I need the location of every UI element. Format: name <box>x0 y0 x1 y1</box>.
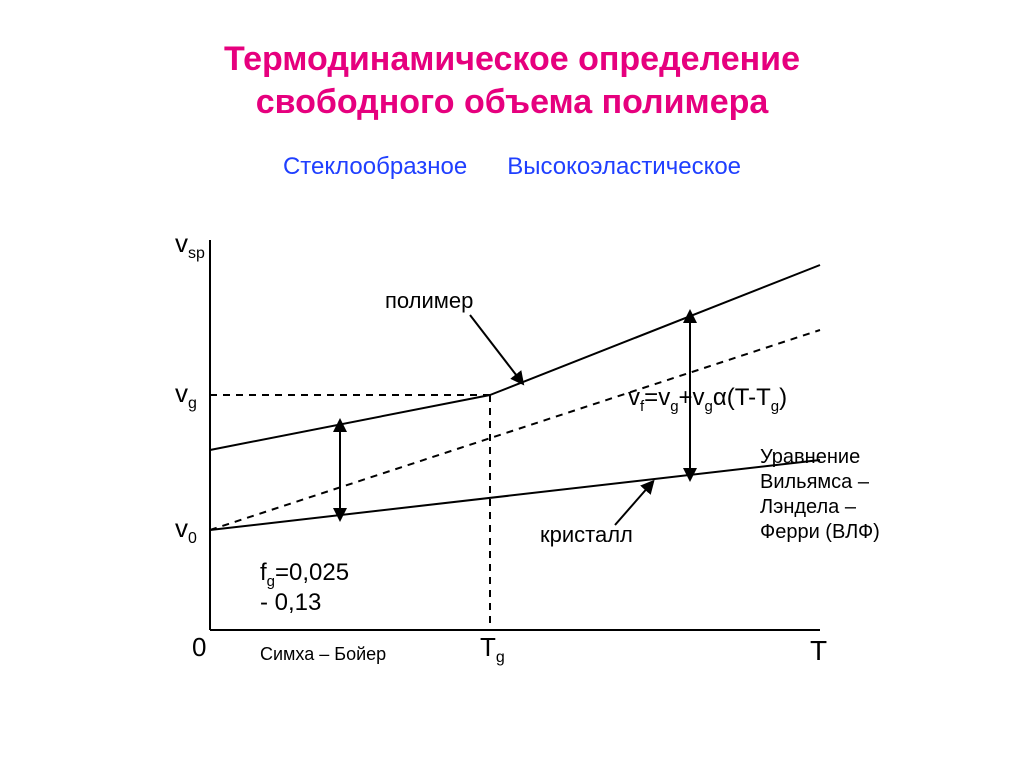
y-tick-vg: vg <box>175 378 197 412</box>
crystal-label-arrow <box>615 485 650 525</box>
fg-value-line1: fg=0,025 <box>260 559 349 590</box>
y-tick-v0: v0 <box>175 513 197 547</box>
wlf-note: Уравнение Вильямса – Лэндела – Ферри (ВЛ… <box>760 445 880 545</box>
polymer-glass-line <box>210 395 490 450</box>
main-title: Термодинамическое определение свободного… <box>0 0 1024 123</box>
title-line2: свободного объема полимера <box>256 83 769 121</box>
polymer-label-arrow <box>470 315 520 380</box>
crystal-label: кристалл <box>540 522 633 547</box>
dashed-extrapolation <box>210 330 820 530</box>
polymer-label: полимер <box>385 288 473 313</box>
subtitle: Стеклообразное Высокоэластическое <box>0 153 1024 181</box>
origin-label: 0 <box>192 632 206 662</box>
y-axis-label: vsp <box>175 228 205 262</box>
wlf-line1: Уравнение <box>760 446 860 468</box>
wlf-line4: Ферри (ВЛФ) <box>760 521 880 543</box>
subtitle-right: Высокоэластическое <box>507 153 741 181</box>
polymer-rubber-line <box>490 265 820 395</box>
subtitle-left: Стеклообразное <box>283 153 467 181</box>
x-tick-tg: Tg <box>480 632 505 666</box>
wlf-line3: Лэндела – <box>760 496 856 518</box>
equation-vf: vf=vg+vgα(T-Tg) <box>628 384 787 415</box>
x-axis-label: T <box>810 635 827 666</box>
crystal-line <box>210 460 820 530</box>
bottom-note: Симха – Бойер <box>260 644 386 664</box>
wlf-line2: Вильямса – <box>760 471 869 493</box>
title-line1: Термодинамическое определение <box>224 40 800 78</box>
fg-value-line2: - 0,13 <box>260 589 321 616</box>
